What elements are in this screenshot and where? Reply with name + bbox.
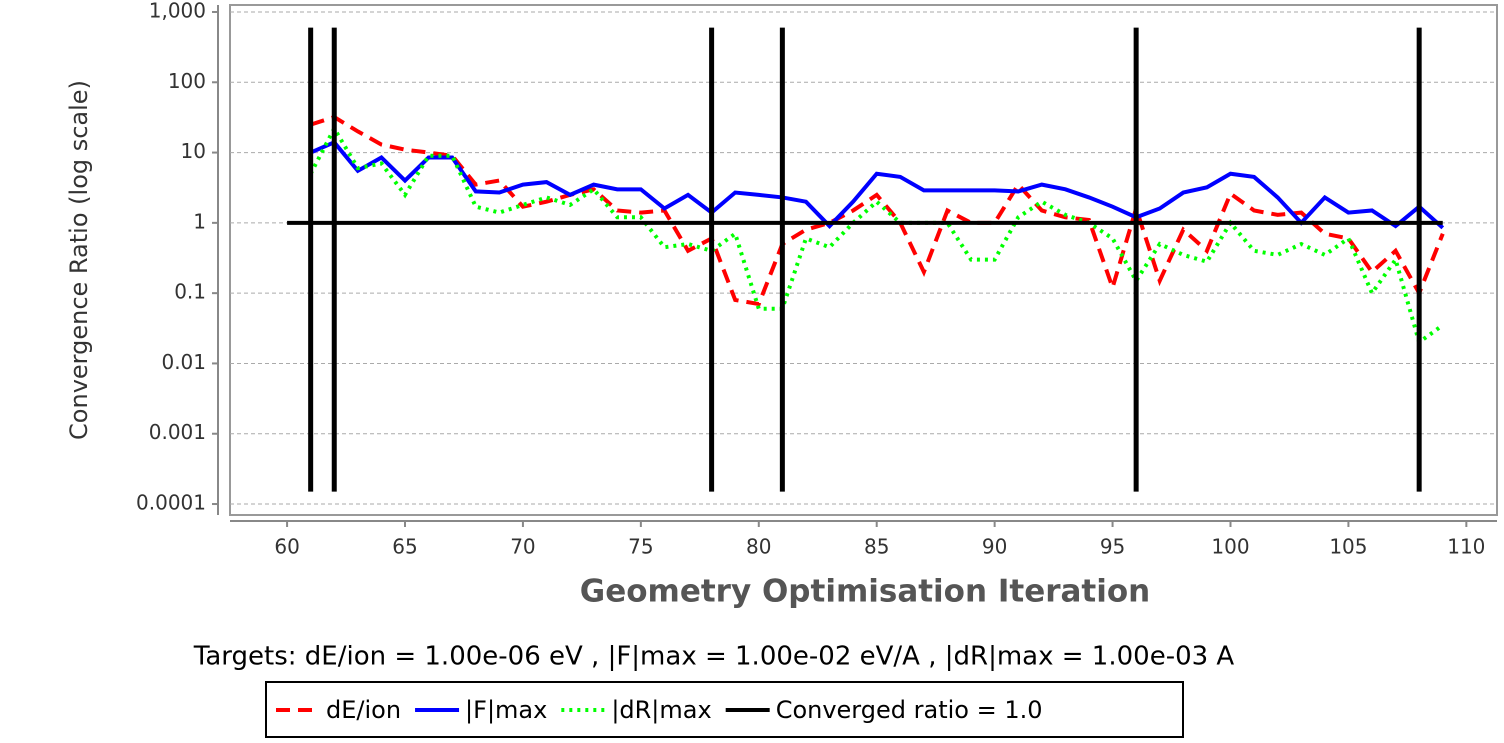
x-tick-label: 65: [392, 535, 417, 559]
y-tick-label: 1,000: [149, 0, 206, 22]
x-tick-label: 90: [982, 535, 1007, 559]
series-line: [310, 114, 1445, 307]
x-tick-label: 70: [510, 535, 535, 559]
x-tick-label: 85: [864, 535, 889, 559]
x-tick-label: 60: [274, 535, 299, 559]
legend: [265, 681, 1184, 738]
y-tick-label: 1: [193, 209, 206, 233]
legend-label: dE/ion: [326, 696, 401, 724]
y-tick-label: 0.1: [174, 280, 206, 304]
series-line: [309, 139, 1445, 230]
legend-label: Converged ratio = 1.0: [776, 696, 1043, 724]
y-tick-label: 0.01: [161, 350, 206, 374]
x-tick-label: 100: [1211, 535, 1249, 559]
x-axis-label: Geometry Optimisation Iteration: [580, 574, 1151, 610]
plot-frame: [229, 4, 1498, 516]
x-tick-label: 80: [746, 535, 771, 559]
legend-label: |F|max: [465, 696, 547, 724]
subtitle: Targets: dE/ion = 1.00e-06 eV , |F|max =…: [193, 642, 1235, 672]
y-tick-label: 0.001: [149, 420, 206, 444]
y-axis-label: Convergence Ratio (log scale): [65, 80, 93, 440]
y-tick-label: 100: [168, 69, 206, 93]
x-tick-label: 105: [1329, 535, 1367, 559]
x-tick-label: 95: [1100, 535, 1125, 559]
legend-label: |dR|max: [611, 696, 711, 724]
x-tick-label: 110: [1447, 535, 1485, 559]
y-tick-label: 10: [181, 139, 206, 163]
series-line: [308, 124, 1444, 346]
y-tick-label: 0.0001: [136, 491, 206, 515]
x-tick-label: 75: [628, 535, 653, 559]
